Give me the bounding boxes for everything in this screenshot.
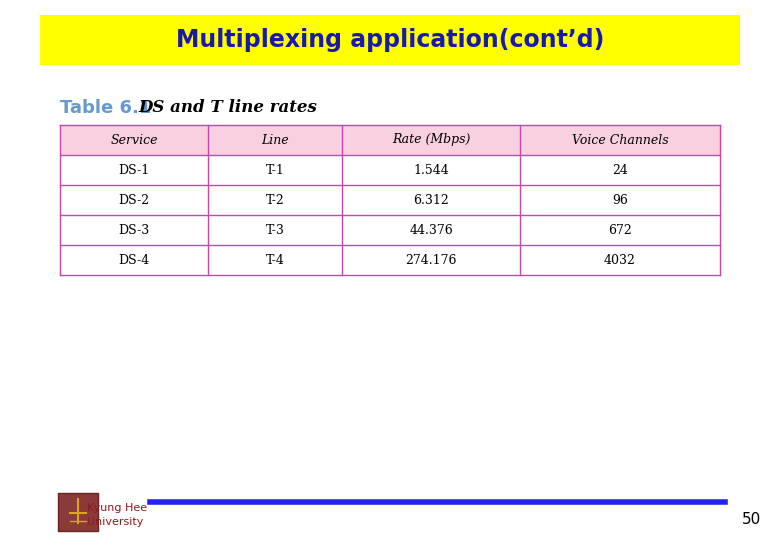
Text: 96: 96 (612, 193, 628, 206)
Text: DS-2: DS-2 (119, 193, 150, 206)
Text: Rate (Mbps): Rate (Mbps) (392, 133, 470, 146)
Text: Service: Service (110, 133, 158, 146)
Text: Table 6.1: Table 6.1 (60, 99, 151, 117)
Bar (58, 493, 98, 531)
Text: 50: 50 (742, 512, 761, 528)
Text: DS and T line rates: DS and T line rates (138, 99, 317, 117)
Text: 1.544: 1.544 (413, 164, 448, 177)
Text: T-2: T-2 (266, 193, 285, 206)
Text: DS-3: DS-3 (119, 224, 150, 237)
Bar (60, 185, 720, 215)
Text: 274.176: 274.176 (406, 253, 457, 267)
Text: 672: 672 (608, 224, 632, 237)
Bar (40, 15, 740, 65)
Text: Line: Line (261, 133, 289, 146)
Text: 24: 24 (612, 164, 628, 177)
Text: Multiplexing application(cont’d): Multiplexing application(cont’d) (176, 28, 604, 52)
Bar (60, 245, 720, 275)
Text: 44.376: 44.376 (410, 224, 453, 237)
Text: DS-4: DS-4 (119, 253, 150, 267)
Text: 6.312: 6.312 (413, 193, 448, 206)
Text: DS-1: DS-1 (119, 164, 150, 177)
Text: T-4: T-4 (265, 253, 285, 267)
Bar (60, 155, 720, 185)
Text: T-3: T-3 (265, 224, 285, 237)
Text: 4032: 4032 (604, 253, 636, 267)
Bar (60, 125, 720, 155)
Text: Voice Channels: Voice Channels (572, 133, 668, 146)
Text: T-1: T-1 (265, 164, 285, 177)
Bar (60, 215, 720, 245)
Text: Kyung Hee
University: Kyung Hee University (87, 503, 147, 526)
